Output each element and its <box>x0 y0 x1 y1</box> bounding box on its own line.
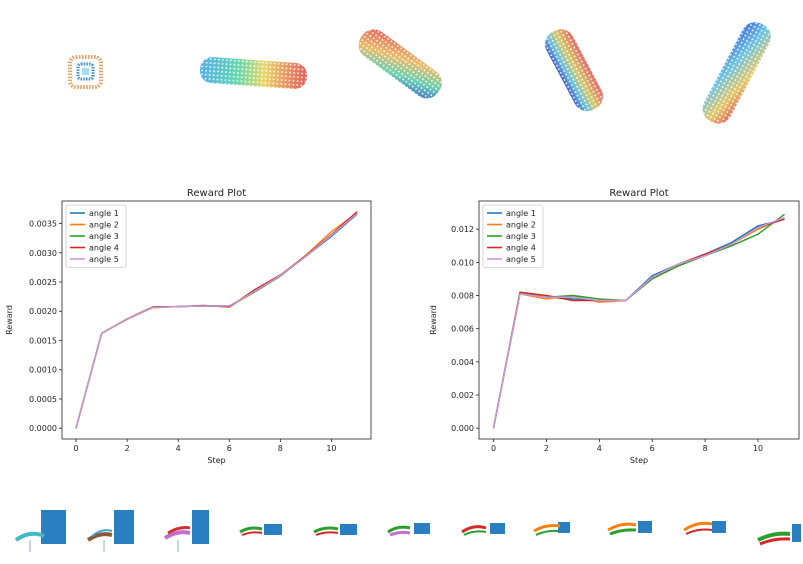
legend-label: angle 2 <box>506 221 536 230</box>
legend-box <box>65 204 127 268</box>
y-tick-label: 0.0020 <box>29 307 57 316</box>
x-tick-label: 2 <box>544 444 549 453</box>
x-tick-label: 0 <box>73 444 78 453</box>
x-axis-label: Step <box>630 456 648 465</box>
point-cloud-bar-horizontal <box>200 57 307 89</box>
legend-label: angle 5 <box>506 255 536 264</box>
y-tick-label: 0.010 <box>451 258 474 267</box>
legend-box <box>482 204 544 268</box>
x-tick-label: 2 <box>125 444 130 453</box>
series-line-angle-5 <box>75 213 358 429</box>
trajectory-render-8 <box>533 522 570 536</box>
plot-area <box>61 200 372 440</box>
trajectory-render-4 <box>239 524 282 536</box>
reward-plot-1: Reward Plot 0 2 4 6 8 10 0.0000 0.0005 0.0010 0.00… <box>5 188 372 465</box>
x-tick-label: 4 <box>176 444 181 453</box>
y-tick-label: 0.0035 <box>29 220 57 229</box>
trajectory-renders-row <box>14 510 801 552</box>
legend-label: angle 3 <box>89 232 119 241</box>
x-tick-label: 8 <box>278 444 283 453</box>
trajectory-render-9 <box>607 521 652 536</box>
y-tick-label: 0.008 <box>451 292 474 301</box>
point-cloud-bar-tilted-3 <box>702 22 771 124</box>
y-tick-label: 0.004 <box>451 358 474 367</box>
trajectory-render-3 <box>163 510 209 552</box>
legend-label: angle 3 <box>506 232 536 241</box>
point-cloud-bar-tilted-1 <box>358 29 442 99</box>
y-axis-label: Reward <box>5 305 14 335</box>
point-cloud-bar-tilted-2 <box>545 29 604 112</box>
y-tick-label: 0.002 <box>451 391 474 400</box>
chart-title: Reward Plot <box>187 188 246 199</box>
y-tick-label: 0.006 <box>451 325 474 334</box>
trajectory-render-2 <box>86 510 134 552</box>
y-tick-label: 0.0000 <box>29 424 57 433</box>
y-tick-label: 0.000 <box>451 424 474 433</box>
reward-plot-2: Reward Plot 0 2 4 6 8 10 0.000 0.002 0.004 0.006 0.… <box>429 188 800 465</box>
legend-label: angle 2 <box>89 221 119 230</box>
y-tick-label: 0.0010 <box>29 366 57 375</box>
trajectory-render-6 <box>387 523 430 537</box>
point-cloud-square <box>68 55 103 89</box>
chart-title: Reward Plot <box>609 188 668 199</box>
x-tick-label: 0 <box>491 444 496 453</box>
legend-label: angle 4 <box>89 244 119 253</box>
legend: angle 1 angle 2 angle 3 angle 4 angle 5 <box>65 204 127 268</box>
x-tick-label: 4 <box>597 444 602 453</box>
y-tick-label: 0.0030 <box>29 249 57 258</box>
x-tick-label: 10 <box>326 444 336 453</box>
x-tick-label: 8 <box>703 444 708 453</box>
legend-label: angle 1 <box>506 209 536 218</box>
series-line-angle-5 <box>492 216 785 429</box>
trajectory-render-11 <box>757 524 801 546</box>
legend-label: angle 1 <box>89 209 119 218</box>
y-axis-label: Reward <box>429 305 438 335</box>
trajectory-render-10 <box>683 521 726 535</box>
y-tick-label: 0.0015 <box>29 336 57 345</box>
x-tick-label: 6 <box>227 444 232 453</box>
legend: angle 1 angle 2 angle 3 angle 4 angle 5 <box>482 204 544 268</box>
object-renders-row <box>68 22 771 124</box>
y-tick-label: 0.012 <box>451 225 474 234</box>
y-tick-label: 0.0005 <box>29 395 57 404</box>
y-tick-label: 0.0025 <box>29 278 57 287</box>
trajectory-render-1 <box>14 510 66 552</box>
legend-label: angle 5 <box>89 255 119 264</box>
plot-area <box>478 200 800 440</box>
x-tick-label: 6 <box>650 444 655 453</box>
trajectory-render-7 <box>461 523 505 536</box>
x-tick-label: 10 <box>753 444 763 453</box>
legend-label: angle 4 <box>506 244 536 253</box>
trajectory-render-5 <box>313 524 357 536</box>
x-axis-label: Step <box>207 456 225 465</box>
